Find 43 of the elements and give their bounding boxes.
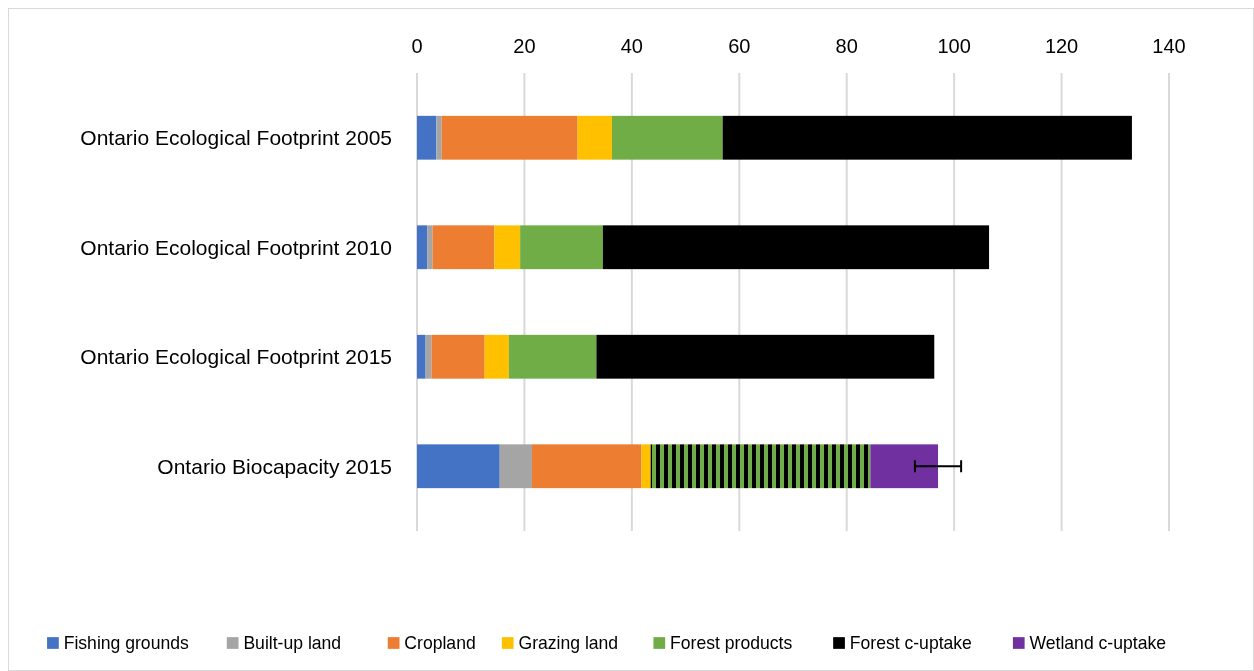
bar <box>441 115 578 160</box>
bar <box>870 444 939 489</box>
legend-label: Fishing grounds <box>63 633 189 653</box>
x-tick-label: 80 <box>835 35 858 57</box>
x-tick-label: 100 <box>937 35 971 57</box>
x-tick-label: 140 <box>1152 35 1186 57</box>
x-tick-label: 120 <box>1044 35 1079 57</box>
bar <box>520 225 603 270</box>
x-tick-label: 0 <box>411 35 423 57</box>
bar <box>602 225 990 270</box>
bar <box>417 115 437 160</box>
bar <box>431 334 485 379</box>
legend-label: Forest products <box>670 633 793 653</box>
bar <box>494 225 521 270</box>
x-tick-label: 40 <box>620 35 643 57</box>
bar <box>417 225 428 270</box>
bar <box>425 334 432 379</box>
bar <box>531 444 642 489</box>
bar <box>722 115 1132 160</box>
legend-label: Built-up land <box>243 633 342 653</box>
legend-label: Cropland <box>404 633 476 653</box>
bar <box>499 444 532 489</box>
legend-label: Wetland c-uptake <box>1029 633 1166 653</box>
x-tick-label: 20 <box>513 35 536 57</box>
bar <box>427 225 433 270</box>
bar <box>577 115 612 160</box>
bar <box>508 334 597 379</box>
x-tick-label: 60 <box>728 35 751 57</box>
bar <box>641 444 651 489</box>
bar <box>484 334 509 379</box>
bar <box>650 444 871 489</box>
legend-label: Forest c-uptake <box>849 633 972 653</box>
y-tick-label: Ontario Biocapacity 2015 <box>157 454 392 478</box>
bar <box>436 115 442 160</box>
y-tick-label: Ontario Ecological Footprint 2015 <box>80 345 392 369</box>
legend-label: Grazing land <box>518 633 619 653</box>
bar <box>417 444 500 489</box>
bar <box>611 115 723 160</box>
bar <box>432 225 495 270</box>
bar <box>596 334 935 379</box>
bar <box>417 334 426 379</box>
y-tick-label: Ontario Ecological Footprint 2010 <box>80 235 392 259</box>
y-tick-label: Ontario Ecological Footprint 2005 <box>80 126 392 150</box>
